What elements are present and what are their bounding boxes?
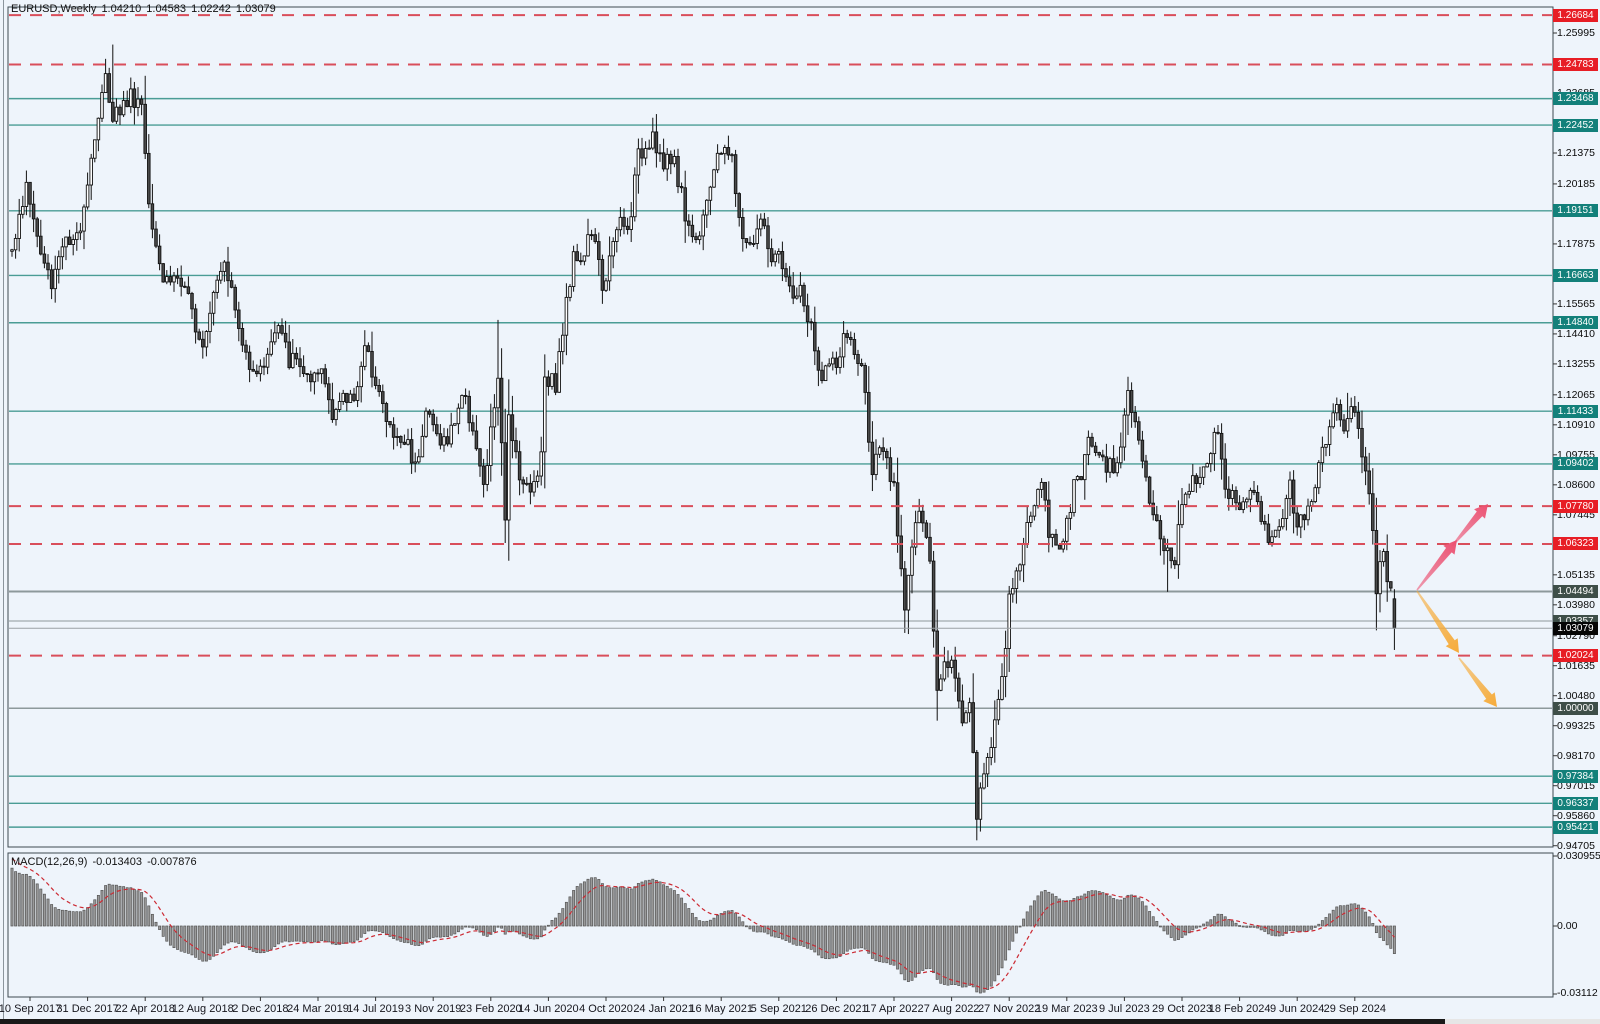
date-tick-label: 27 Nov 2022	[977, 1003, 1041, 1015]
price-tick-label: 1.00480	[1557, 689, 1595, 702]
price-tick-label: 1.08600	[1557, 478, 1595, 491]
price-tick-label: 0.95860	[1557, 809, 1595, 822]
price-tick-label: 0.97015	[1557, 779, 1595, 792]
level-price-badge-teal: 1.14840	[1553, 316, 1598, 330]
date-tick-label: 19 Mar 2023	[1035, 1003, 1098, 1015]
level-price-badge-teal: 1.19151	[1553, 204, 1598, 218]
date-tick-label: 16 May 2021	[689, 1003, 753, 1015]
date-tick-label: 17 Apr 2022	[864, 1003, 924, 1015]
level-price-badge-teal: 1.16663	[1553, 268, 1598, 282]
current-price-badge: 1.03079	[1553, 621, 1598, 635]
date-tick-label: 12 Aug 2018	[171, 1003, 234, 1015]
macd-name: MACD(12,26,9)	[11, 856, 88, 868]
ohlc-low: 1.02242	[191, 3, 231, 15]
scrollbar-thumb[interactable]	[0, 1019, 1445, 1024]
trend-arrow-up[interactable]	[1416, 540, 1457, 591]
ohlc-open: 1.04210	[101, 3, 142, 15]
ohlc-close: 1.03079	[235, 3, 276, 15]
level-price-badge-red: 1.06323	[1553, 537, 1598, 551]
symbol-timeframe: EURUSD,Weekly	[11, 3, 97, 15]
date-tick-label: 10 Sep 2017	[0, 1003, 62, 1015]
macd-tick-label: 0.00	[1557, 920, 1578, 932]
level-price-badge-red: 1.07780	[1553, 499, 1598, 513]
price-tick-label: 0.98170	[1557, 749, 1595, 762]
price-tick-label: 1.03980	[1557, 598, 1595, 611]
level-price-badge-red: 1.02024	[1553, 649, 1598, 663]
date-tick-label: 24 Mar 2019	[287, 1003, 349, 1015]
date-tick-label: 29 Oct 2023	[1152, 1003, 1212, 1015]
date-tick-label: 7 Aug 2022	[923, 1003, 980, 1015]
trend-arrow-down[interactable]	[1416, 590, 1459, 653]
price-tick-label: 1.14410	[1557, 327, 1595, 340]
candlesticks	[10, 44, 1397, 841]
macd-indicator-label: MACD(12,26,9) -0.013403 -0.007876	[11, 856, 199, 868]
price-tick-label: 0.99325	[1557, 719, 1595, 732]
price-tick-label: 1.17875	[1557, 237, 1595, 250]
level-price-badge-teal: 0.97384	[1553, 769, 1598, 783]
ohlc-high: 1.04583	[146, 3, 187, 15]
level-price-badge-teal: 1.23468	[1553, 92, 1598, 106]
price-tick-label: 1.15565	[1557, 297, 1595, 310]
horizontal-scrollbar[interactable]	[0, 1019, 1600, 1024]
window-left-frame	[3, 0, 4, 1019]
date-tick-label: 14 Jun 2020	[518, 1003, 579, 1015]
trend-arrow-down[interactable]	[1458, 657, 1497, 708]
level-price-badge-teal: 0.96337	[1553, 796, 1598, 810]
price-tick-label: 1.25995	[1557, 27, 1595, 39]
level-price-badge-teal: 1.09402	[1553, 457, 1598, 471]
level-price-badge-dark: 1.00000	[1553, 701, 1598, 715]
trend-arrow-up[interactable]	[1451, 504, 1488, 547]
date-tick-label: 26 Dec 2021	[805, 1003, 868, 1015]
date-tick-label: 2 Dec 2018	[232, 1003, 289, 1015]
macd-main-value: -0.013403	[92, 856, 143, 868]
macd-tick-label: -0.03112	[1557, 987, 1598, 999]
price-tick-label: 0.94705	[1557, 839, 1595, 852]
date-tick-label: 18 Feb 2024	[1208, 1003, 1271, 1015]
price-tick-label: 1.05135	[1557, 568, 1595, 581]
date-tick-label: 5 Sep 2021	[750, 1003, 807, 1015]
macd-tick-label: 0.030955	[1557, 850, 1600, 862]
date-tick-label: 29 Sep 2024	[1323, 1003, 1386, 1015]
date-tick-label: 22 Apr 2018	[115, 1003, 175, 1015]
level-price-badge-dark: 1.04494	[1553, 584, 1598, 598]
price-tick-label: 1.20185	[1557, 177, 1595, 190]
date-tick-label: 24 Jan 2021	[633, 1003, 694, 1015]
date-tick-label: 4 Oct 2020	[579, 1003, 633, 1015]
price-tick-label: 1.10910	[1557, 418, 1595, 431]
date-tick-label: 23 Feb 2020	[459, 1003, 522, 1015]
date-tick-label: 31 Dec 2017	[56, 1003, 119, 1015]
price-tick-label: 1.01635	[1557, 659, 1595, 672]
date-tick-label: 3 Nov 2019	[405, 1003, 462, 1015]
date-tick-label: 14 Jul 2019	[347, 1003, 405, 1015]
chart-title: EURUSD,Weekly 1.04210 1.04583 1.02242 1.…	[11, 3, 278, 15]
level-price-badge-teal: 1.22452	[1553, 118, 1598, 132]
price-tick-label: 1.13255	[1557, 357, 1595, 370]
level-price-badge-red: 1.26684	[1553, 8, 1598, 22]
level-price-badge-red: 1.24783	[1553, 57, 1598, 71]
macd-signal-value: -0.007876	[147, 856, 197, 868]
date-tick-label: 9 Jun 2024	[1269, 1003, 1325, 1015]
price-tick-label: 1.12065	[1557, 388, 1595, 401]
date-tick-label: 9 Jul 2023	[1099, 1003, 1150, 1015]
level-price-badge-teal: 0.95421	[1553, 820, 1598, 834]
level-price-badge-teal: 1.11433	[1553, 404, 1598, 418]
price-tick-label: 1.21375	[1557, 147, 1595, 159]
